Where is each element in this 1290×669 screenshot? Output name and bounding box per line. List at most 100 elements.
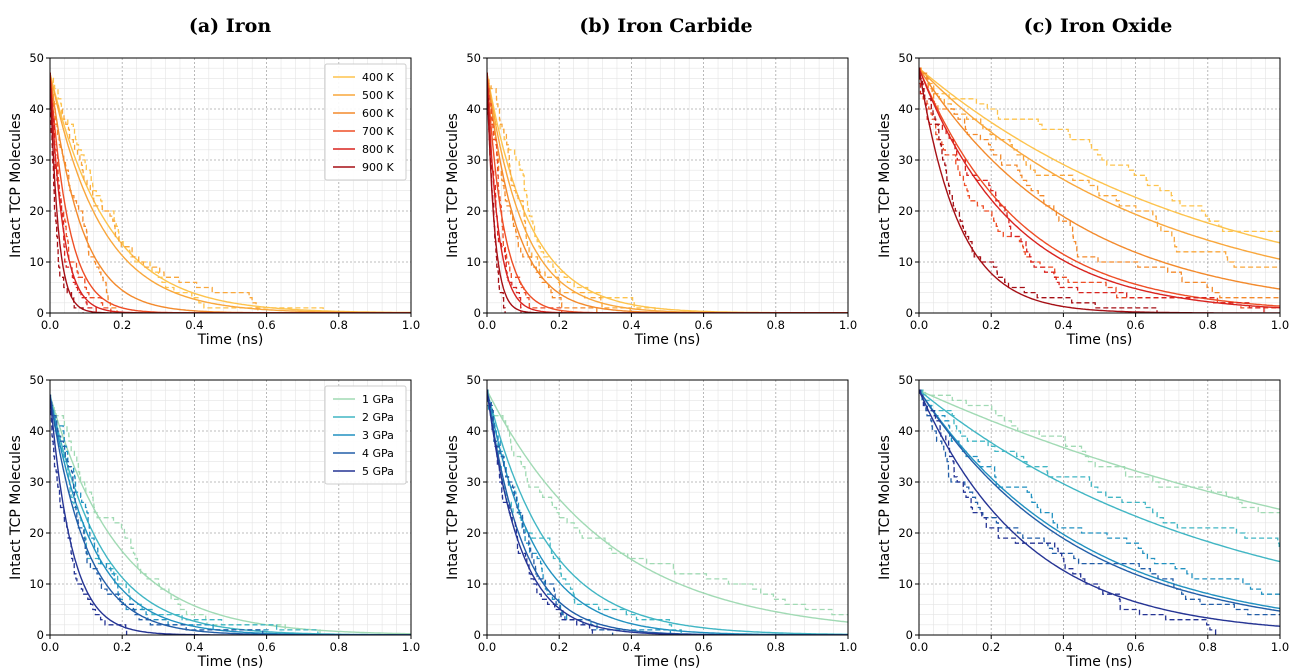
y-tick-label: 10 [29, 577, 44, 591]
series-steps-700-k [919, 67, 1280, 309]
y-tick-label: 30 [466, 153, 481, 167]
axes-frame [49, 57, 412, 314]
y-tick-label: 30 [29, 475, 44, 489]
legend-label: 500 K [362, 89, 394, 102]
y-tick-label: 40 [466, 102, 481, 116]
y-tick-label: 20 [29, 204, 44, 218]
x-tick-label: 0.2 [982, 318, 1000, 332]
series-fit-4-gpa [919, 389, 1280, 612]
x-axis-label: Time (ns) [1066, 332, 1133, 348]
axes-frame [49, 379, 412, 636]
legend-label: 800 K [362, 143, 394, 156]
x-tick-label: 0.8 [767, 318, 785, 332]
series-fit-1-gpa [487, 389, 848, 623]
x-tick-label: 0.2 [982, 640, 1000, 654]
series-steps-1-gpa [919, 389, 1280, 514]
axes-frame [918, 379, 1281, 636]
y-tick-label: 20 [898, 204, 913, 218]
y-axis-label: Intact TCP Molecules [8, 435, 24, 580]
y-axis-label: Intact TCP Molecules [877, 435, 893, 580]
legend: 1 GPa 2 GPa 3 GPa 4 GPa 5 GPa [324, 385, 407, 485]
x-tick-label: 0.8 [767, 640, 785, 654]
series-fit-600-k [919, 67, 1280, 290]
x-axis-label: Time (ns) [634, 654, 701, 669]
axes-frame [486, 379, 849, 636]
plot-area [919, 389, 1280, 635]
legend: 400 K 500 K 600 K 700 K 800 K 900 K [324, 63, 407, 181]
x-axis-label: Time (ns) [197, 654, 264, 669]
y-axis-label: Intact TCP Molecules [445, 113, 461, 258]
series-steps-1-gpa [50, 394, 321, 635]
x-tick-label: 0.2 [550, 640, 568, 654]
series-fit-800-k [50, 73, 411, 313]
x-tick-label: 1.0 [839, 318, 857, 332]
x-tick-label: 0.8 [330, 640, 348, 654]
legend-label: 900 K [362, 161, 394, 174]
legend-label: 3 GPa [362, 429, 394, 442]
x-tick-label: 0.8 [1199, 318, 1217, 332]
y-axis-label: Intact TCP Molecules [877, 113, 893, 258]
y-tick-label: 20 [898, 526, 913, 540]
x-tick-label: 0.8 [1199, 640, 1217, 654]
y-tick-label: 40 [29, 102, 44, 116]
x-tick-label: 1.0 [402, 640, 420, 654]
legend-label: 600 K [362, 107, 394, 120]
series-steps-4-gpa [50, 394, 264, 635]
x-tick-label: 0.6 [694, 640, 712, 654]
y-tick-label: 50 [29, 373, 44, 387]
x-axis-label: Time (ns) [1066, 654, 1133, 669]
x-tick-label: 0.0 [478, 640, 496, 654]
x-tick-label: 0.4 [1054, 640, 1072, 654]
legend-label: 700 K [362, 125, 394, 138]
legend-label: 5 GPa [362, 465, 394, 478]
x-tick-label: 0.2 [113, 640, 131, 654]
y-tick-label: 10 [466, 577, 481, 591]
x-tick-label: 0.0 [478, 318, 496, 332]
legend-label: 4 GPa [362, 447, 394, 460]
y-tick-label: 30 [898, 153, 913, 167]
y-tick-label: 20 [466, 526, 481, 540]
series-fit-800-k [919, 67, 1280, 309]
y-tick-label: 50 [29, 51, 44, 65]
series-fit-700-k [919, 67, 1280, 307]
axes-frame [918, 57, 1281, 314]
y-tick-label: 0 [37, 628, 44, 642]
y-tick-label: 30 [898, 475, 913, 489]
x-tick-label: 0.2 [113, 318, 131, 332]
y-tick-label: 50 [466, 373, 481, 387]
x-tick-label: 0.6 [257, 640, 275, 654]
panel-top-right: 0.0 0.2 0.4 0.6 0.8 1.0 0 10 20 30 40 50 Time (ns) In… [877, 51, 1289, 348]
x-axis-label: Time (ns) [197, 332, 264, 348]
series-steps-400-k [50, 72, 324, 313]
y-tick-label: 0 [474, 628, 481, 642]
y-tick-label: 30 [29, 153, 44, 167]
panel-bottom-right: 0.0 0.2 0.4 0.6 0.8 1.0 0 10 20 30 40 50 Time (ns) In… [877, 373, 1289, 669]
panel-top-middle: 0.0 0.2 0.4 0.6 0.8 1.0 0 10 20 30 40 50 Time (ns) In… [445, 51, 857, 348]
series-steps-1-gpa [487, 389, 848, 616]
x-tick-label: 0.6 [694, 318, 712, 332]
x-tick-label: 0.6 [1126, 318, 1144, 332]
x-tick-label: 0.4 [622, 640, 640, 654]
panels: 0.0 0.2 0.4 0.6 0.8 1.0 0 10 20 30 40 50 Time (ns) In… [8, 51, 1289, 669]
column-title-iron: (a) Iron [189, 15, 271, 37]
series-fit-700-k [50, 73, 411, 313]
panel-bottom-middle: 0.0 0.2 0.4 0.6 0.8 1.0 0 10 20 30 40 50 Time (ns) In… [445, 373, 857, 669]
y-tick-label: 40 [466, 424, 481, 438]
y-tick-label: 20 [29, 526, 44, 540]
series-fit-2-gpa [919, 389, 1280, 563]
x-tick-label: 1.0 [839, 640, 857, 654]
y-tick-label: 40 [898, 102, 913, 116]
series-fit-800-k [487, 73, 848, 313]
y-tick-label: 40 [898, 424, 913, 438]
series-fit-1-gpa [919, 389, 1280, 510]
axes-frame [486, 57, 849, 314]
series-steps-600-k [919, 67, 1280, 299]
y-tick-label: 50 [898, 51, 913, 65]
column-title-iron-carbide: (b) Iron Carbide [579, 15, 752, 37]
legend-box [324, 63, 407, 181]
panel-top-left: 0.0 0.2 0.4 0.6 0.8 1.0 0 10 20 30 40 50 Time (ns) In… [8, 51, 420, 348]
y-tick-label: 0 [37, 306, 44, 320]
legend-box [324, 385, 407, 485]
y-tick-label: 50 [898, 373, 913, 387]
